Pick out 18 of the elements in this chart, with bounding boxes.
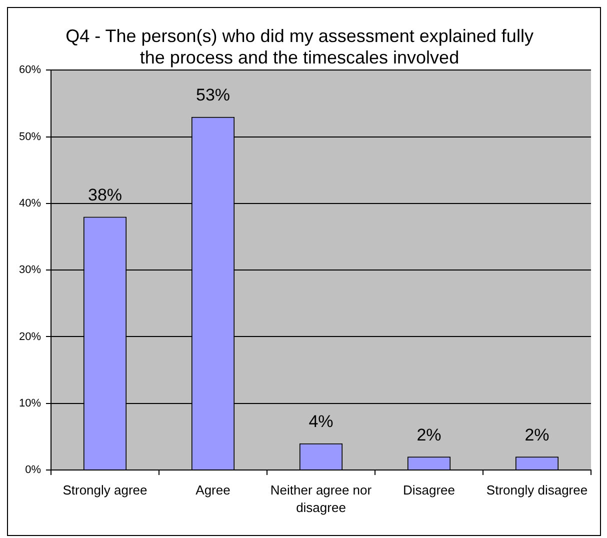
x-tick-label: Agree: [196, 482, 230, 498]
y-tick-label: 0%: [25, 464, 42, 476]
x-tick-label: Strongly disagree: [486, 482, 588, 498]
y-tick-label: 60%: [18, 64, 42, 76]
x-tick-label: Disagree: [402, 482, 456, 498]
data-label: 2%: [416, 425, 442, 444]
chart-title: Q4 - The person(s) who did my assessment explained fully the process and the timescales involved: [66, 26, 534, 68]
y-tick-label: 30%: [18, 264, 42, 276]
data-label: 2%: [524, 425, 550, 444]
y-tick-label: 10%: [18, 397, 42, 410]
y-tick-label: 50%: [18, 130, 42, 143]
y-tick-label: 40%: [18, 198, 42, 210]
data-label: 4%: [308, 412, 334, 432]
data-label: 53%: [196, 86, 230, 105]
data-label: 38%: [88, 185, 122, 204]
y-tick-label: 20%: [18, 330, 42, 343]
x-tick-label: Strongly agree: [62, 482, 148, 498]
x-tick-label: Neither agree nor disagree: [270, 482, 372, 515]
